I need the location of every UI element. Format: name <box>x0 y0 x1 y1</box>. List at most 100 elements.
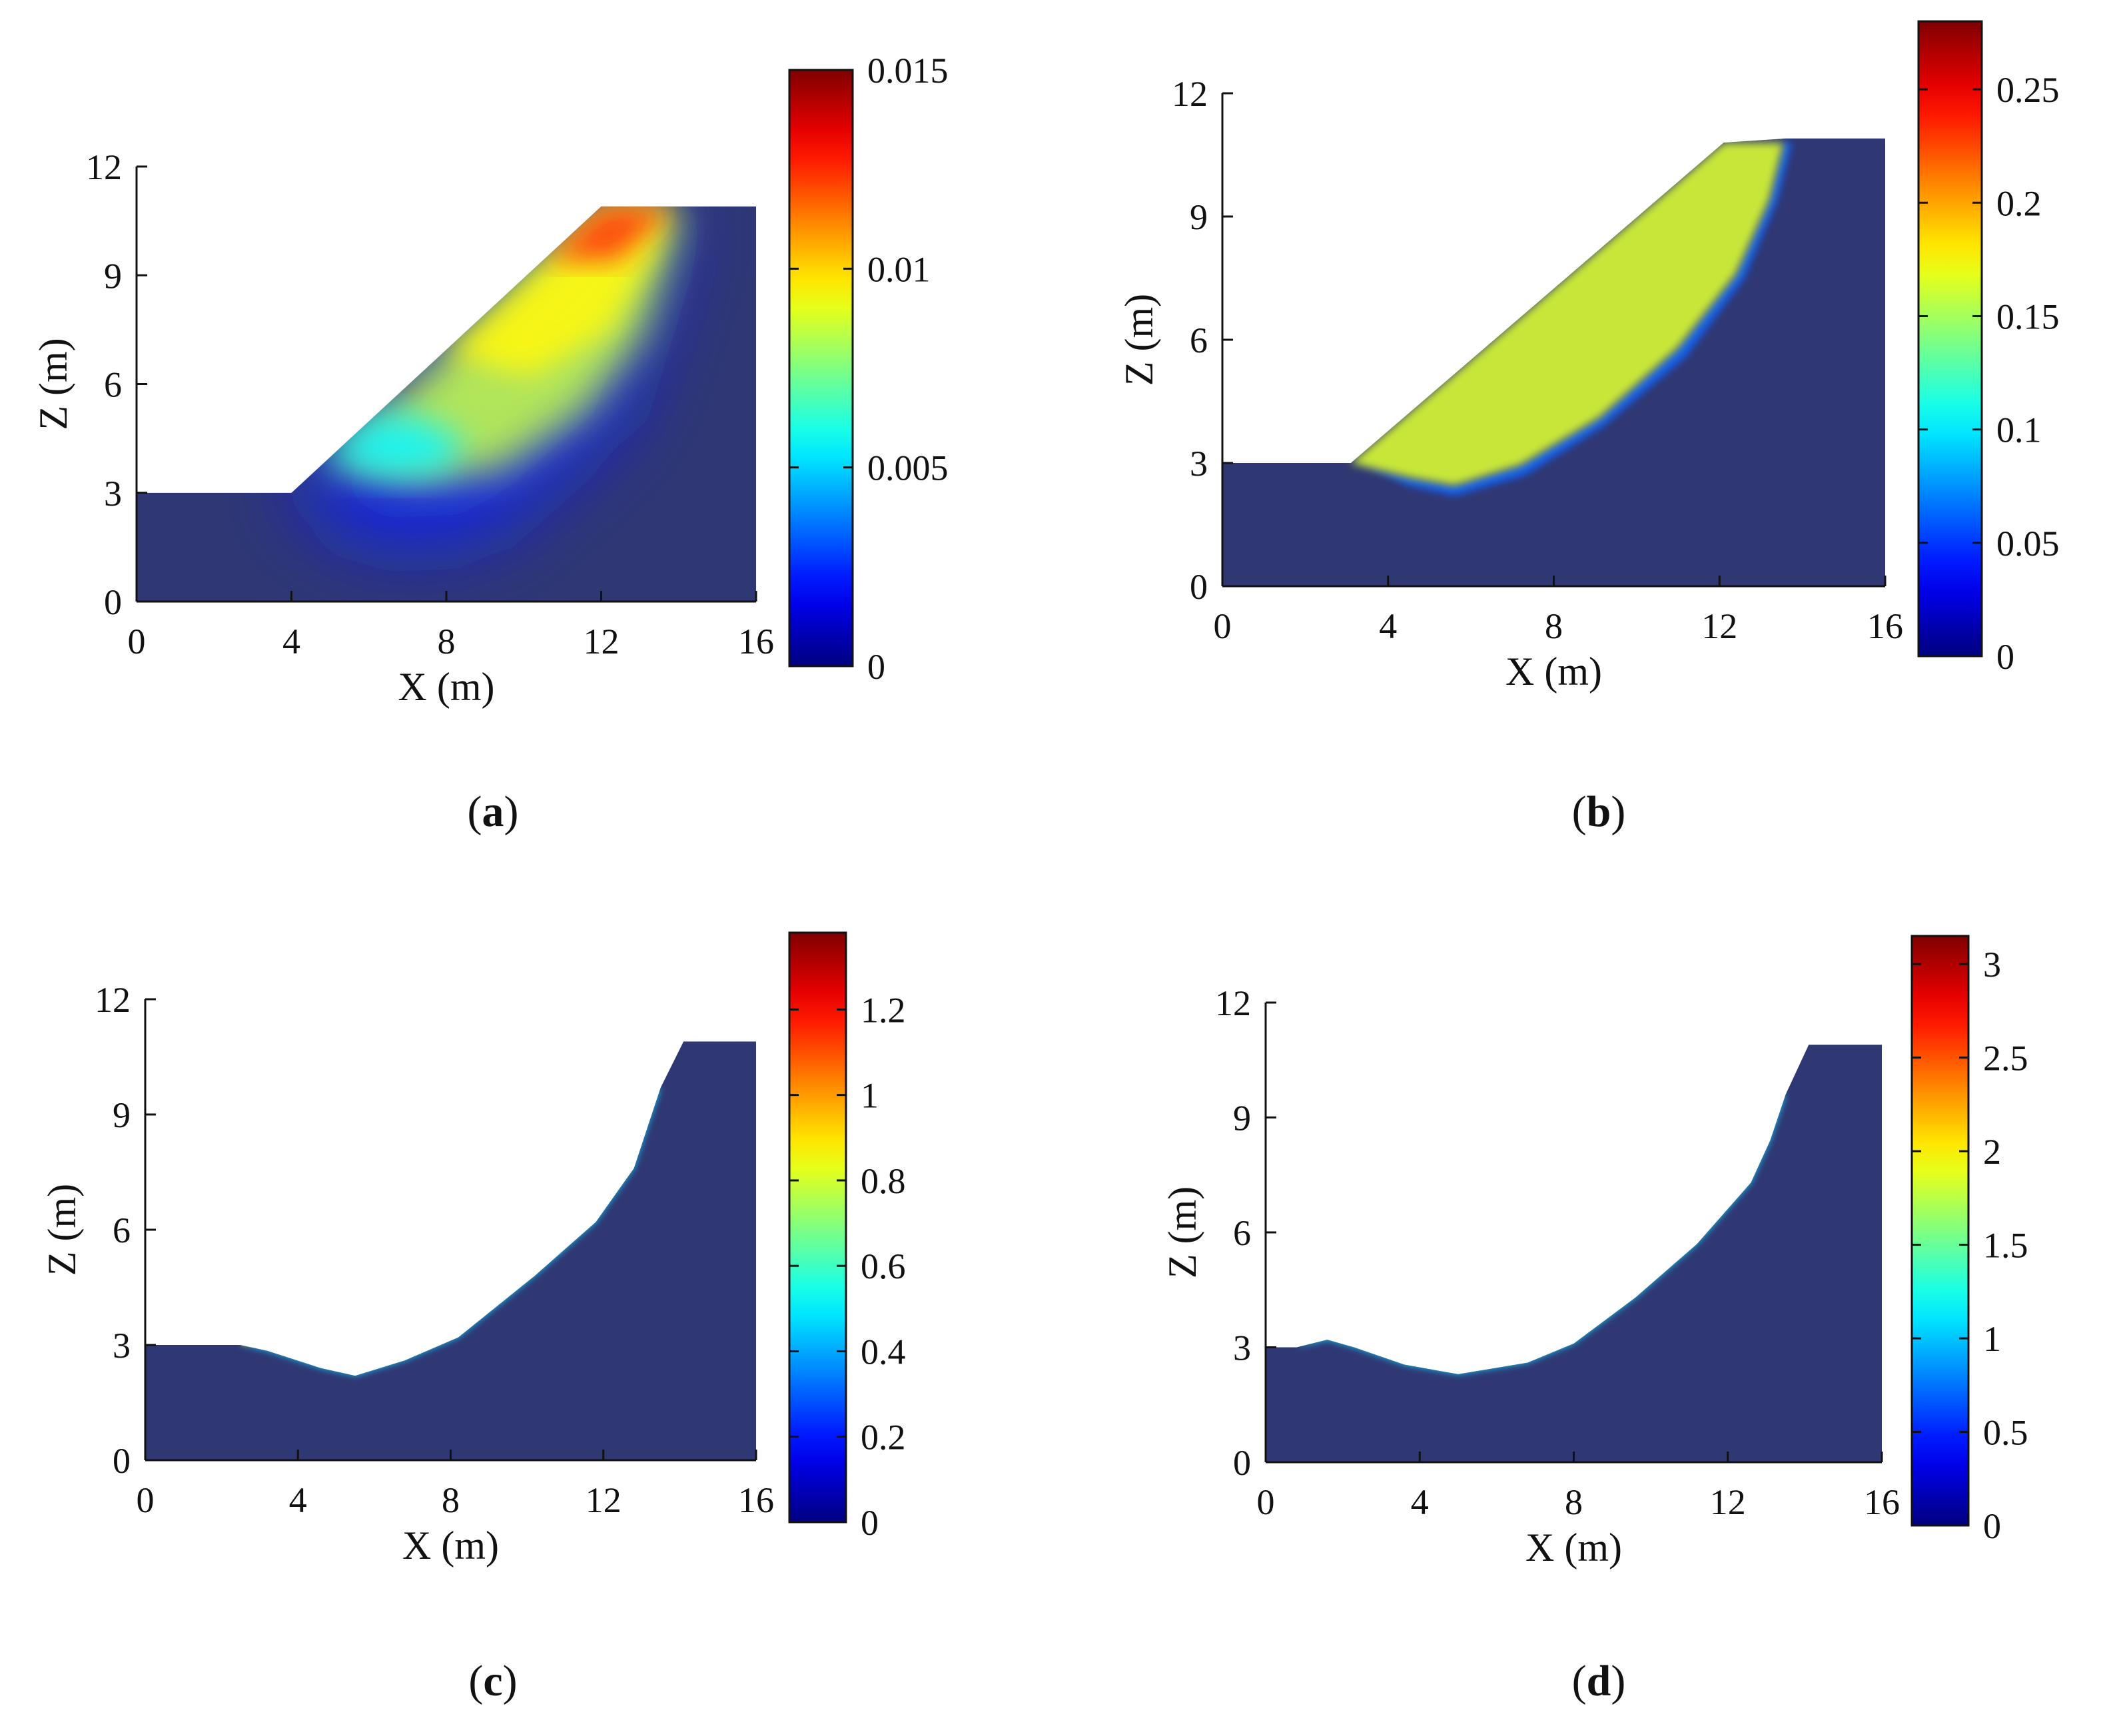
colorbar: 0 0.2 0.4 0.6 0.8 1 1.2 <box>788 931 906 1543</box>
y-tick-label: 9 <box>1233 1098 1251 1138</box>
x-tick-label: 0 <box>1214 606 1232 646</box>
y-tick-label: 0 <box>104 582 122 622</box>
x-tick-label: 0 <box>137 1480 155 1520</box>
x-tick-label: 8 <box>442 1480 460 1520</box>
colorbar: 0 0.5 1 1.5 2 2.5 3 <box>1910 935 2028 1546</box>
colorbar-tick-label: 0 <box>861 1503 879 1543</box>
colorbar-tick-label: 0 <box>1996 637 2014 677</box>
colorbar-tick-label: 0.05 <box>1996 524 2060 564</box>
x-axis-label: X (m) <box>1525 1525 1622 1569</box>
panel-label: (d) <box>1572 1657 1626 1705</box>
panel-label: (a) <box>468 787 519 836</box>
y-tick-label: 6 <box>1233 1213 1251 1253</box>
colorbar-tick-label: 0.005 <box>867 448 949 488</box>
colorbar-gradient <box>1917 20 1983 657</box>
y-tick-label: 3 <box>113 1326 131 1366</box>
colorbar-tick-label: 2 <box>1983 1132 2001 1172</box>
colorbar-tick-label: 2.5 <box>1983 1039 2028 1079</box>
x-tick-label: 16 <box>738 622 774 661</box>
x-tick-label: 16 <box>1864 1482 1900 1522</box>
y-tick-label: 12 <box>1215 983 1251 1023</box>
colorbar-tick-label: 0.01 <box>867 249 931 289</box>
x-axis-label: X (m) <box>402 1523 499 1567</box>
y-tick-label: 12 <box>86 147 122 187</box>
colorbar-tick-label: 1.5 <box>1983 1226 2028 1266</box>
y-tick-label: 9 <box>104 256 122 296</box>
colorbar-tick-label: 0.4 <box>861 1332 906 1372</box>
region-toe-block <box>240 1218 455 1366</box>
colorbar-tick-label: 0 <box>867 647 885 687</box>
colorbar-tick-label: 1 <box>1983 1319 2001 1359</box>
x-tick-label: 0 <box>128 622 146 661</box>
y-axis-label: Z (m) <box>40 1184 84 1276</box>
x-tick-label: 0 <box>1257 1482 1275 1522</box>
panel-b: 0 4 8 12 16 0 3 6 9 12 X (m) Z (m) 0 0.05 0.1 0.15 0.2 0.… <box>1117 20 2060 836</box>
region-toe-block <box>1319 1232 1524 1365</box>
displacement-field <box>137 206 756 602</box>
colorbar-tick-label: 1 <box>861 1076 879 1116</box>
y-tick-label: 12 <box>1172 74 1208 114</box>
colorbar-tick-label: 1.2 <box>861 990 906 1030</box>
y-tick-label: 3 <box>1233 1328 1251 1368</box>
colorbar-gradient <box>788 931 847 1523</box>
colorbar-gradient <box>1910 935 1970 1527</box>
y-tick-label: 0 <box>1190 567 1208 607</box>
y-axis-label: Z (m) <box>1160 1186 1204 1278</box>
colorbar-tick-label: 3 <box>1983 945 2001 985</box>
colorbar: 0 0.005 0.01 0.015 <box>788 51 949 687</box>
y-tick-label: 3 <box>1190 444 1208 484</box>
x-tick-label: 16 <box>1867 606 1903 646</box>
y-tick-label: 9 <box>1190 197 1208 237</box>
colorbar-tick-label: 0 <box>1983 1506 2001 1546</box>
colorbar-tick-label: 0.25 <box>1996 70 2060 110</box>
x-tick-label: 8 <box>438 622 456 661</box>
axes <box>144 998 757 1462</box>
panel-label: (b) <box>1572 787 1626 836</box>
x-tick-label: 12 <box>586 1480 622 1520</box>
y-tick-label: 0 <box>113 1441 131 1481</box>
panel-c: 0 4 8 12 16 0 3 6 9 12 X (m) Z (m) 0 0.2 0.4 0.6 0.8 1 1.2… <box>40 931 906 1705</box>
x-tick-label: 8 <box>1565 1482 1583 1522</box>
panel-d: 0 4 8 12 16 0 3 6 9 12 X (m) Z (m) 0 0.5 1 1.5 2 2.5 3 (d) <box>1160 935 2028 1705</box>
y-tick-label: 3 <box>104 474 122 514</box>
displacement-field <box>145 1041 756 1460</box>
x-tick-label: 16 <box>738 1480 774 1520</box>
colorbar-tick-label: 0.15 <box>1996 296 2060 336</box>
colorbar-tick-label: 0.5 <box>1983 1413 2028 1453</box>
x-axis-label: X (m) <box>398 665 495 709</box>
colorbar-tick-label: 0.2 <box>1996 183 2042 223</box>
x-tick-label: 8 <box>1545 606 1563 646</box>
y-tick-label: 9 <box>113 1095 131 1135</box>
displacement-field <box>1222 138 1885 587</box>
particle-texture <box>137 206 756 602</box>
colorbar-tick-label: 0.8 <box>861 1161 906 1201</box>
colorbar-tick-label: 0.6 <box>861 1246 906 1286</box>
colorbar-gradient <box>788 69 854 667</box>
x-tick-label: 4 <box>1411 1482 1429 1522</box>
y-axis-label: Z (m) <box>1117 294 1161 386</box>
y-axis-label: Z (m) <box>31 338 75 430</box>
y-tick-label: 12 <box>95 980 131 1020</box>
particle-texture <box>1222 138 1885 586</box>
colorbar-tick-label: 0.015 <box>867 51 949 91</box>
y-tick-label: 6 <box>1190 320 1208 360</box>
axes <box>1221 92 1887 588</box>
y-tick-label: 0 <box>1233 1443 1251 1483</box>
axes <box>1264 1001 1883 1464</box>
x-tick-label: 4 <box>289 1480 307 1520</box>
panel-label: (c) <box>468 1657 517 1705</box>
x-axis-label: X (m) <box>1505 650 1602 693</box>
particle-texture <box>1266 1045 1882 1462</box>
x-tick-label: 12 <box>584 622 620 661</box>
colorbar: 0 0.05 0.1 0.15 0.2 0.25 <box>1917 20 2060 677</box>
panel-a: 0 4 8 12 16 0 3 6 9 12 X (m) Z (m) 0 0.005 0.01 0.015 (a… <box>31 51 949 836</box>
x-tick-label: 12 <box>1701 606 1737 646</box>
x-tick-label: 4 <box>282 622 300 661</box>
particle-texture <box>145 1041 756 1460</box>
axes <box>135 165 757 603</box>
displacement-field <box>1266 1045 1882 1462</box>
y-tick-label: 6 <box>104 365 122 405</box>
x-tick-label: 4 <box>1379 606 1397 646</box>
